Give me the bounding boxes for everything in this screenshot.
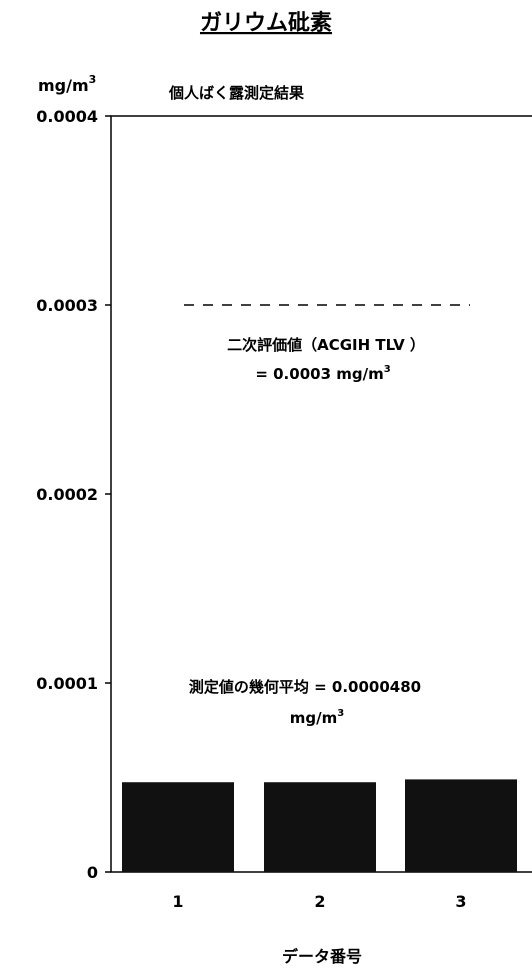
mean-annotation-line2-sup: 3 bbox=[337, 708, 344, 719]
x-tick-label: 3 bbox=[455, 892, 466, 911]
mean-annotation-line1: 測定値の幾何平均 = 0.0000480 bbox=[189, 678, 421, 696]
chart-subtitle: 個人ばく露測定結果 bbox=[168, 84, 305, 102]
bar-3 bbox=[405, 779, 517, 872]
y-tick-label: 0 bbox=[87, 863, 98, 882]
chart-title: ガリウム砒素 bbox=[200, 10, 332, 36]
mean-annotation-line2: mg/m3 bbox=[290, 708, 344, 727]
x-tick-label: 1 bbox=[172, 892, 183, 911]
y-axis-ticks: 0 0.0001 0.0002 0.0003 0.0004 bbox=[36, 107, 111, 882]
mean-annotation-line2-text: mg/m bbox=[290, 709, 337, 727]
bar-1 bbox=[122, 782, 234, 872]
bar-2 bbox=[264, 782, 376, 872]
x-tick-label: 2 bbox=[314, 892, 325, 911]
reference-label-line2-sup: 3 bbox=[384, 364, 391, 375]
y-tick-label: 0.0004 bbox=[36, 107, 98, 126]
bars bbox=[122, 779, 517, 872]
x-axis-label: データ番号 bbox=[282, 947, 362, 966]
plot-frame bbox=[110, 115, 532, 873]
y-axis-unit-text: mg/m bbox=[38, 76, 89, 95]
reference-label-line2-text: = 0.0003 mg/m bbox=[255, 365, 383, 383]
reference-label-line1: 二次評価値（ACGIH TLV ） bbox=[227, 336, 425, 354]
y-tick-label: 0.0002 bbox=[36, 485, 98, 504]
y-axis-unit: mg/m3 bbox=[38, 73, 96, 95]
reference-label-line2: = 0.0003 mg/m3 bbox=[255, 364, 390, 383]
x-axis-ticks: 1 2 3 bbox=[172, 892, 466, 911]
y-tick-label: 0.0003 bbox=[36, 296, 98, 315]
y-axis-unit-sup: 3 bbox=[89, 73, 97, 86]
y-tick-label: 0.0001 bbox=[36, 674, 98, 693]
